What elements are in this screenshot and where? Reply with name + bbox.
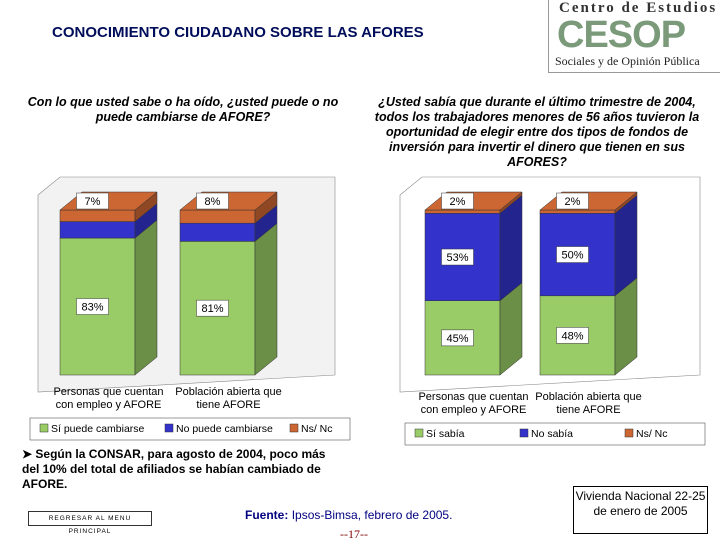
value-label-box bbox=[556, 327, 589, 344]
legend-label: No sabía bbox=[531, 428, 573, 440]
value-label: 53% bbox=[446, 252, 468, 264]
legend-label: Ns/ Nc bbox=[301, 423, 333, 435]
value-label: 50% bbox=[561, 250, 583, 262]
bar-segment bbox=[59, 209, 136, 222]
value-label-box bbox=[556, 246, 589, 263]
legend-swatch bbox=[164, 423, 174, 433]
bar-side bbox=[134, 219, 158, 376]
chart-title: ¿Usted sabía que durante el último trime… bbox=[374, 95, 700, 169]
chart-title: Con lo que usted sabe o ha oído, ¿usted … bbox=[27, 95, 339, 124]
source-text: Ipsos-Bimsa, febrero de 2005. bbox=[291, 508, 453, 522]
legend-swatch bbox=[624, 428, 634, 438]
footer-box: Vivienda Nacional 22-25 de enero de 2005 bbox=[573, 486, 708, 534]
legend-swatch bbox=[414, 428, 424, 438]
slide-title: CONOCIMIENTO CIUDADANO SOBRE LAS AFORES bbox=[52, 24, 424, 41]
menu-button[interactable]: REGRESAR AL MENU PRINCIPAL bbox=[28, 511, 152, 535]
source-label: Fuente: bbox=[245, 508, 289, 522]
value-label-box bbox=[76, 192, 109, 210]
value-label: 48% bbox=[561, 330, 583, 342]
note: ➤ Según la CONSAR, para agosto de 2004, … bbox=[22, 447, 326, 491]
value-label-box bbox=[196, 192, 229, 210]
value-label: 2% bbox=[565, 196, 581, 208]
bar-segment bbox=[539, 209, 616, 214]
legend-box bbox=[29, 417, 351, 441]
legend-label: No puede cambiarse bbox=[176, 423, 273, 435]
value-label: 8% bbox=[205, 196, 221, 208]
legend-label: Sí sabía bbox=[426, 428, 465, 440]
value-label-box bbox=[441, 329, 474, 347]
page-number: --17-- bbox=[340, 527, 368, 541]
logo-line: Centro de Estudios bbox=[559, 0, 718, 16]
value-label: 45% bbox=[446, 333, 468, 345]
legend-swatch bbox=[289, 423, 299, 433]
value-label: 81% bbox=[201, 303, 223, 315]
x-tick-label: Población abierta que tiene AFORE bbox=[175, 386, 282, 411]
bar-segment bbox=[424, 209, 501, 214]
x-tick-label: Personas que cuentan con empleo y AFORE bbox=[53, 386, 164, 411]
value-label-box bbox=[76, 298, 109, 315]
bar-side bbox=[254, 222, 278, 376]
source: Fuente: Ipsos-Bimsa, febrero de 2005. bbox=[245, 508, 452, 522]
note-text: Según la CONSAR, para agosto de 2004, po… bbox=[22, 447, 326, 491]
value-label-box bbox=[556, 192, 589, 210]
legend-swatch bbox=[39, 423, 49, 433]
value-label: 2% bbox=[450, 196, 466, 208]
legend-label: Ns/ Nc bbox=[636, 428, 668, 440]
value-label-box bbox=[441, 248, 474, 266]
bar-segment bbox=[179, 209, 256, 224]
legend-box bbox=[404, 422, 706, 446]
bar-side bbox=[499, 194, 523, 302]
x-tick-label: Población abierta que tiene AFORE bbox=[535, 391, 642, 416]
legend-swatch bbox=[519, 428, 529, 438]
value-label: 83% bbox=[81, 302, 103, 314]
logo-line: Sociales y de Opinión Pública bbox=[555, 54, 700, 68]
value-label-box bbox=[196, 299, 229, 317]
x-tick-label: Personas que cuentan con empleo y AFORE bbox=[418, 391, 529, 416]
bar-segment bbox=[59, 221, 136, 239]
logo-mark: CESOP bbox=[557, 14, 686, 56]
value-label-box bbox=[441, 192, 474, 210]
bar-segment bbox=[179, 222, 256, 242]
value-label: 7% bbox=[85, 196, 101, 208]
legend-label: Sí puede cambiarse bbox=[51, 423, 145, 435]
logo: Centro de Estudios CESOP Sociales y de O… bbox=[548, 0, 720, 73]
